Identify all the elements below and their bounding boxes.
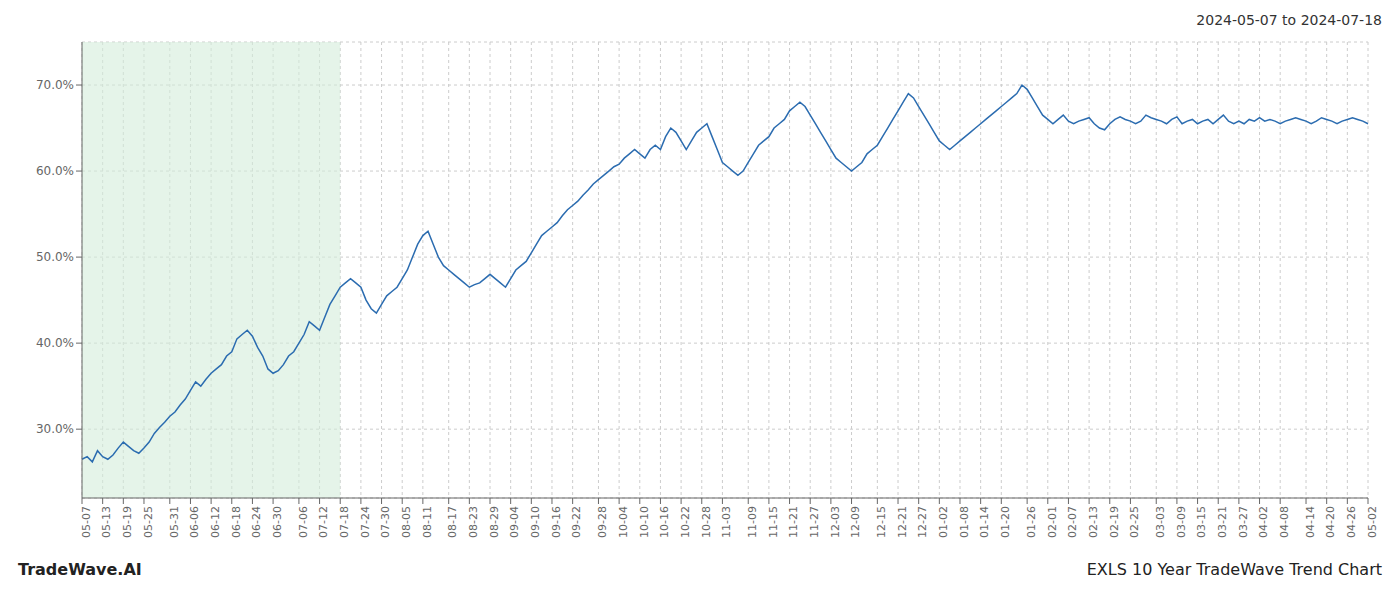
svg-text:04-08: 04-08 (1278, 506, 1291, 538)
svg-text:11-15: 11-15 (767, 506, 780, 538)
svg-text:11-27: 11-27 (808, 506, 821, 538)
svg-text:04-14: 04-14 (1304, 506, 1317, 538)
svg-text:07-24: 07-24 (359, 506, 372, 538)
svg-text:09-04: 09-04 (508, 506, 521, 538)
svg-text:12-15: 12-15 (875, 506, 888, 538)
svg-text:01-08: 01-08 (958, 506, 971, 538)
svg-text:09-28: 09-28 (596, 506, 609, 538)
svg-text:05-25: 05-25 (142, 506, 155, 538)
svg-text:10-16: 10-16 (658, 506, 671, 538)
svg-text:09-10: 09-10 (529, 506, 542, 538)
svg-text:07-30: 07-30 (379, 506, 392, 538)
svg-text:06-18: 06-18 (230, 506, 243, 538)
svg-text:05-02: 05-02 (1366, 506, 1379, 538)
svg-text:07-12: 07-12 (317, 506, 330, 538)
svg-text:03-21: 03-21 (1216, 506, 1229, 538)
svg-text:08-11: 08-11 (421, 506, 434, 538)
svg-text:01-20: 01-20 (999, 506, 1012, 538)
svg-text:03-09: 03-09 (1175, 506, 1188, 538)
svg-text:10-10: 10-10 (638, 506, 651, 538)
svg-text:04-20: 04-20 (1324, 506, 1337, 538)
svg-text:02-19: 02-19 (1108, 506, 1121, 538)
svg-text:12-27: 12-27 (916, 506, 929, 538)
svg-text:50.0%: 50.0% (36, 250, 74, 264)
svg-text:40.0%: 40.0% (36, 336, 74, 350)
svg-text:06-12: 06-12 (209, 506, 222, 538)
svg-text:11-21: 11-21 (787, 506, 800, 538)
svg-text:09-22: 09-22 (570, 506, 583, 538)
svg-text:70.0%: 70.0% (36, 78, 74, 92)
svg-text:07-06: 07-06 (297, 506, 310, 538)
html-text:EXLS 10 Year TradeWave Trend C: EXLS 10 Year TradeWave Trend Chart (1086, 559, 1382, 579)
svg-text:06-06: 06-06 (188, 506, 201, 538)
svg-text:04-02: 04-02 (1257, 506, 1270, 538)
svg-text:11-03: 11-03 (720, 506, 733, 538)
svg-text:60.0%: 60.0% (36, 164, 74, 178)
svg-text:02-01: 02-01 (1046, 506, 1059, 538)
svg-text:08-23: 08-23 (467, 506, 480, 538)
svg-text:03-03: 03-03 (1154, 506, 1167, 538)
svg-text:03-27: 03-27 (1237, 506, 1250, 538)
svg-text:05-07: 05-07 (80, 506, 93, 538)
svg-text:08-29: 08-29 (488, 506, 501, 538)
svg-text:30.0%: 30.0% (36, 422, 74, 436)
svg-text:09-16: 09-16 (550, 506, 563, 538)
svg-text:02-07: 02-07 (1066, 506, 1079, 538)
svg-text:02-13: 02-13 (1087, 506, 1100, 538)
svg-text:10-04: 10-04 (617, 506, 630, 538)
svg-text:06-30: 06-30 (271, 506, 284, 538)
svg-text:10-28: 10-28 (700, 506, 713, 538)
svg-text:01-14: 01-14 (978, 506, 991, 538)
svg-text:08-17: 08-17 (447, 506, 460, 538)
svg-text:03-15: 03-15 (1195, 506, 1208, 538)
svg-text:06-24: 06-24 (250, 506, 263, 538)
svg-text:10-22: 10-22 (679, 506, 692, 538)
svg-text:11-09: 11-09 (746, 506, 759, 538)
svg-text:12-03: 12-03 (829, 506, 842, 538)
svg-text:12-09: 12-09 (849, 506, 862, 538)
svg-text:08-05: 08-05 (400, 506, 413, 538)
svg-text:05-31: 05-31 (168, 506, 181, 538)
svg-text:12-21: 12-21 (896, 506, 909, 538)
svg-text:01-02: 01-02 (937, 506, 950, 538)
svg-text:05-13: 05-13 (100, 506, 113, 538)
svg-text:01-26: 01-26 (1025, 506, 1038, 538)
svg-text:07-18: 07-18 (338, 506, 351, 538)
svg-text:05-19: 05-19 (121, 506, 134, 538)
svg-text:02-25: 02-25 (1128, 506, 1141, 538)
html-text:2024-05-07 to 2024-07-18: 2024-05-07 to 2024-07-18 (1196, 12, 1382, 28)
html-text:TradeWave.AI: TradeWave.AI (18, 559, 142, 579)
svg-text:04-26: 04-26 (1345, 506, 1358, 538)
